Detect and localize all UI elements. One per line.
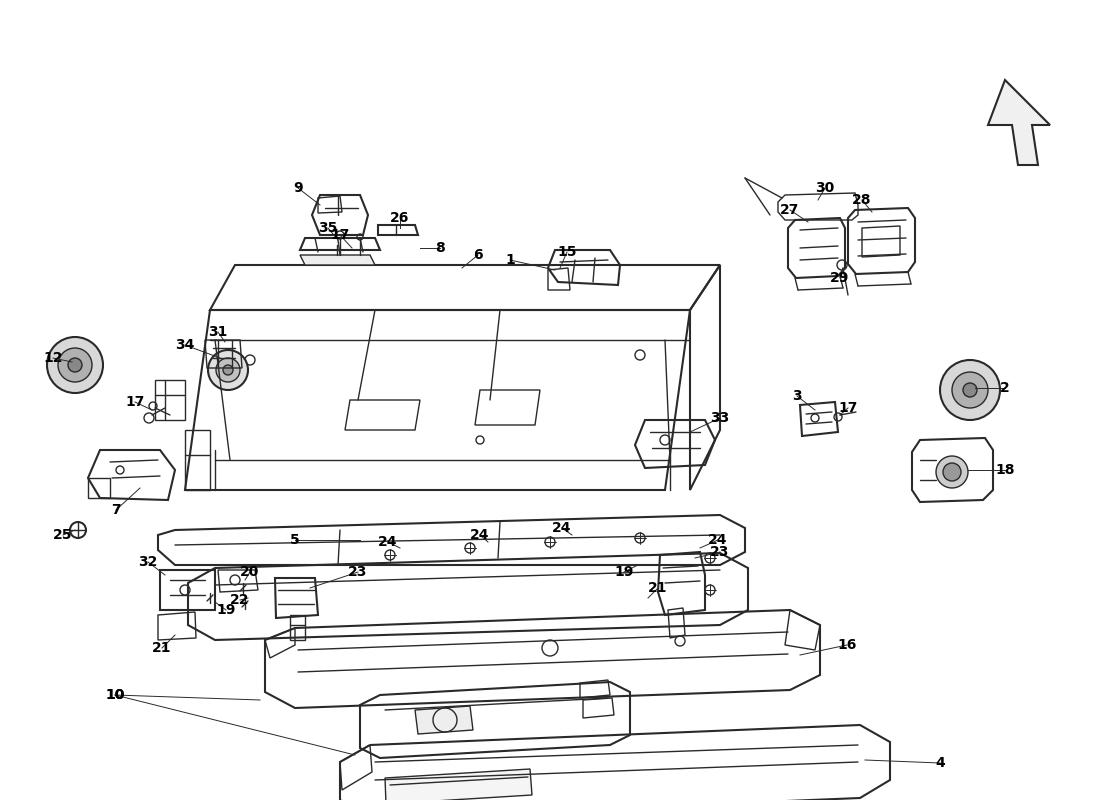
Polygon shape [415,706,473,734]
Text: 24: 24 [552,521,572,535]
Text: 27: 27 [780,203,800,217]
Circle shape [58,348,92,382]
Text: 15: 15 [558,245,576,259]
Text: 24: 24 [708,533,728,547]
Text: 6: 6 [473,248,483,262]
Text: 3: 3 [792,389,802,403]
Text: 17: 17 [330,228,350,242]
Text: 19: 19 [217,603,235,617]
Text: 21: 21 [648,581,668,595]
Text: 35: 35 [318,221,338,235]
Text: 23: 23 [349,565,367,579]
Circle shape [962,383,977,397]
Text: 8: 8 [436,241,444,255]
Polygon shape [385,769,532,800]
Text: 5: 5 [290,533,300,547]
Circle shape [943,463,961,481]
Text: 2: 2 [1000,381,1010,395]
Text: 28: 28 [852,193,871,207]
Circle shape [952,372,988,408]
Text: 9: 9 [294,181,302,195]
Text: 16: 16 [837,638,857,652]
Text: 21: 21 [152,641,172,655]
Text: 33: 33 [711,411,729,425]
Text: 20: 20 [240,565,260,579]
Circle shape [216,358,240,382]
Text: 22: 22 [230,593,250,607]
Text: 30: 30 [815,181,835,195]
Text: 25: 25 [53,528,73,542]
Text: 34: 34 [175,338,195,352]
Text: 24: 24 [378,535,398,549]
Text: 32: 32 [139,555,157,569]
Text: 26: 26 [390,211,409,225]
Text: 4: 4 [935,756,945,770]
Text: 10: 10 [106,688,124,702]
Text: 12: 12 [43,351,63,365]
Circle shape [68,358,82,372]
Text: 1: 1 [505,253,515,267]
Text: 31: 31 [208,325,228,339]
Circle shape [223,365,233,375]
Polygon shape [988,80,1050,165]
Text: 18: 18 [996,463,1014,477]
Circle shape [208,350,248,390]
Polygon shape [300,255,375,265]
Text: 10: 10 [106,688,124,702]
Text: 19: 19 [614,565,634,579]
Text: 7: 7 [111,503,121,517]
Text: 17: 17 [125,395,145,409]
Text: 23: 23 [711,545,729,559]
Text: 24: 24 [471,528,490,542]
Text: 17: 17 [838,401,858,415]
Text: 29: 29 [830,271,849,285]
Circle shape [940,360,1000,420]
Circle shape [47,337,103,393]
Circle shape [936,456,968,488]
